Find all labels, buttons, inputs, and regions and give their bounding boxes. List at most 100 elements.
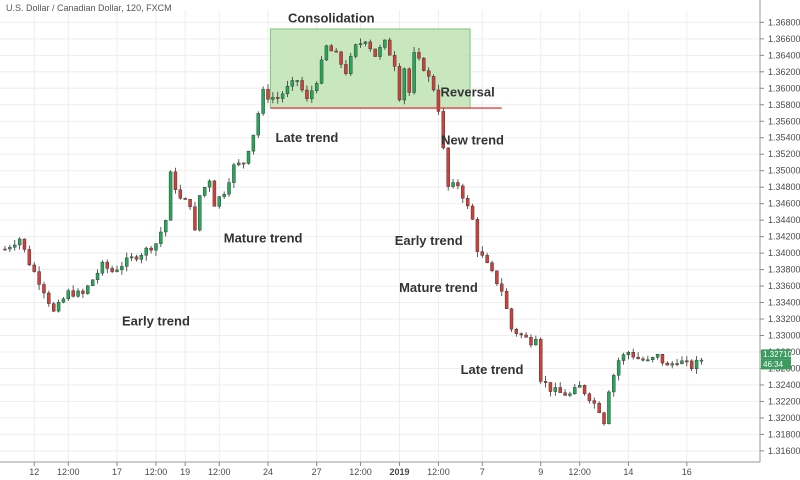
candle-up bbox=[383, 39, 387, 48]
candle-up bbox=[378, 47, 382, 57]
candle-down bbox=[446, 147, 450, 187]
candle-down bbox=[178, 189, 183, 199]
y-tick-label: 1.33000 bbox=[768, 331, 800, 341]
candle-down bbox=[636, 356, 640, 360]
candle-up bbox=[95, 272, 100, 281]
y-tick-label: 1.34800 bbox=[768, 182, 800, 192]
candle-up bbox=[256, 113, 260, 136]
y-tick-label: 1.33200 bbox=[768, 314, 800, 324]
y-tick-label: 1.36000 bbox=[768, 83, 800, 93]
candle-up bbox=[553, 387, 558, 392]
candle-down bbox=[456, 182, 460, 187]
candle-down bbox=[334, 50, 338, 53]
y-tick-label: 1.36400 bbox=[768, 50, 800, 60]
x-tick-label: 12:00 bbox=[427, 467, 450, 477]
candle-down bbox=[548, 382, 553, 392]
candle-down bbox=[71, 290, 75, 297]
candle-up bbox=[612, 375, 616, 393]
annotation-label: Reversal bbox=[441, 85, 495, 100]
candle-down bbox=[81, 290, 85, 294]
candle-down bbox=[631, 352, 635, 358]
candle-down bbox=[305, 89, 309, 99]
candle-down bbox=[3, 248, 7, 251]
candle-up bbox=[626, 352, 631, 356]
y-tick-label: 1.31600 bbox=[768, 446, 800, 456]
y-tick-label: 1.34000 bbox=[768, 248, 800, 258]
candle-up bbox=[358, 43, 363, 45]
candle-up bbox=[271, 97, 275, 100]
candle-down bbox=[388, 39, 392, 56]
annotation-label: Consolidation bbox=[288, 10, 375, 25]
annotation-label: Early trend bbox=[395, 233, 463, 248]
candle-down bbox=[597, 403, 601, 413]
candle-up bbox=[125, 257, 129, 267]
candle-down bbox=[495, 270, 499, 285]
candle-down bbox=[558, 387, 562, 393]
candle-down bbox=[300, 80, 304, 91]
y-tick-label: 1.32200 bbox=[768, 396, 800, 406]
candle-down bbox=[183, 198, 187, 200]
candle-down bbox=[32, 264, 36, 272]
candle-up bbox=[61, 298, 66, 303]
candle-down bbox=[373, 48, 377, 57]
candle-up bbox=[646, 359, 650, 362]
candle-down bbox=[212, 180, 217, 207]
annotation-label: New trend bbox=[441, 132, 504, 147]
candle-down bbox=[602, 412, 606, 425]
y-tick-label: 1.32000 bbox=[768, 413, 800, 423]
candle-down bbox=[524, 334, 528, 338]
grid bbox=[0, 10, 760, 462]
candle-down bbox=[436, 89, 441, 112]
candle-down bbox=[241, 162, 246, 165]
candle-down bbox=[685, 360, 689, 363]
candle-down bbox=[582, 385, 587, 395]
candle-up bbox=[319, 59, 324, 84]
candle-up bbox=[144, 247, 148, 256]
candle-down bbox=[276, 97, 280, 99]
candle-up bbox=[295, 80, 299, 82]
x-tick-label: 12 bbox=[29, 467, 39, 477]
candle-up bbox=[621, 354, 626, 361]
candle-up bbox=[168, 171, 173, 221]
current-price-tag: 1.32710 46:34 bbox=[761, 349, 792, 370]
candle-up bbox=[129, 256, 134, 259]
candle-up bbox=[412, 52, 416, 93]
candle-up bbox=[227, 182, 231, 195]
y-axis-ticks: 1.36800 1.36600 1.36400 1.36200 1.36000 1.358… bbox=[760, 17, 800, 456]
candle-down bbox=[397, 66, 402, 101]
x-tick-label: 7 bbox=[480, 467, 485, 477]
candle-down bbox=[407, 68, 411, 93]
candle-up bbox=[251, 134, 256, 152]
candle-down bbox=[368, 41, 372, 50]
candle-up bbox=[139, 255, 144, 260]
candle-up bbox=[314, 83, 319, 91]
candle-down bbox=[475, 219, 480, 252]
x-axis-ticks: 12 12:00 17 12:00 19 12:00 24 27 12:00 2019 12:00 7… bbox=[29, 462, 692, 477]
x-tick-label: 12:00 bbox=[145, 467, 168, 477]
candle-down bbox=[42, 284, 46, 294]
candle-up bbox=[353, 44, 358, 57]
y-tick-label: 1.34400 bbox=[768, 215, 800, 225]
x-tick-label: 12:00 bbox=[568, 467, 591, 477]
y-tick-label: 1.35200 bbox=[768, 149, 800, 159]
candle-down bbox=[504, 291, 509, 309]
countdown-box bbox=[761, 359, 791, 370]
candle-up bbox=[115, 269, 119, 272]
candle-up bbox=[17, 238, 22, 246]
candle-down bbox=[480, 251, 484, 256]
candle-up bbox=[451, 182, 455, 187]
candle-up bbox=[651, 357, 655, 361]
candle-up bbox=[13, 244, 17, 248]
candle-down bbox=[539, 338, 543, 382]
candle-up bbox=[573, 387, 577, 395]
y-tick-label: 1.35800 bbox=[768, 100, 800, 110]
candle-down bbox=[441, 111, 446, 149]
candle-down bbox=[266, 89, 270, 100]
candle-down bbox=[47, 292, 51, 304]
candle-up bbox=[616, 360, 621, 376]
candle-up bbox=[222, 193, 226, 197]
candle-up bbox=[237, 162, 241, 166]
x-tick-label: 27 bbox=[312, 467, 322, 477]
candle-down bbox=[461, 185, 465, 199]
